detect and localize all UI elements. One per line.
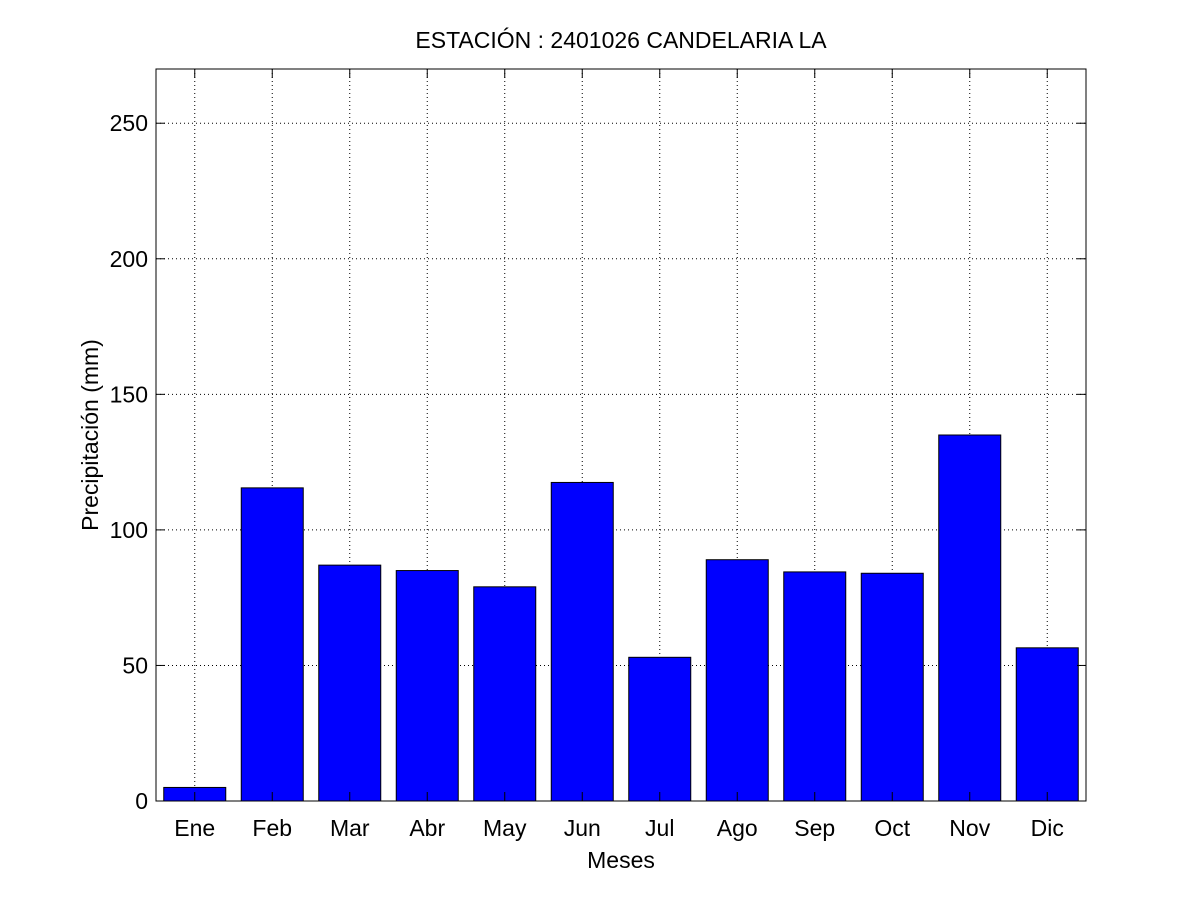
x-tick-label: Mar — [330, 815, 370, 841]
y-tick-label: 150 — [110, 381, 148, 407]
bar-oct — [860, 572, 924, 802]
x-tick-labels: Ene Feb Mar Abr May Jun Jul Ago Sep Oct Nov Dic — [174, 815, 1064, 841]
bar-dic — [1015, 647, 1079, 802]
y-tick-label: 50 — [122, 652, 148, 678]
y-tick-label: 250 — [110, 110, 148, 136]
y-tick-label: 200 — [110, 246, 148, 272]
plot-frame — [155, 68, 1087, 802]
x-tick-label: May — [483, 815, 527, 841]
x-axis-label: Meses — [587, 847, 655, 873]
x-tick-label: Feb — [252, 815, 292, 841]
y-tick-label: 100 — [110, 517, 148, 543]
y-axis-label: Precipitación (mm) — [77, 339, 103, 531]
bar-ago — [705, 559, 769, 802]
y-tick-label: 0 — [135, 788, 148, 814]
bar-may — [473, 586, 537, 802]
y-tick-labels: 0 50 100 150 200 250 — [110, 110, 148, 814]
bar-nov — [938, 434, 1002, 802]
x-tick-label: Jun — [564, 815, 601, 841]
x-tick-label: Ene — [174, 815, 215, 841]
grid-lines — [156, 69, 1086, 801]
bar-sep — [783, 571, 847, 802]
bar-abr — [395, 570, 459, 802]
bar-jul — [628, 656, 692, 802]
chart-title: ESTACIÓN : 2401026 CANDELARIA LA — [415, 27, 827, 53]
axis-ticks — [156, 69, 1086, 802]
x-tick-label: Nov — [949, 815, 990, 841]
x-tick-label: Ago — [717, 815, 758, 841]
x-tick-label: Oct — [874, 815, 910, 841]
bar-mar — [318, 564, 382, 802]
x-tick-label: Dic — [1031, 815, 1064, 841]
bar-feb — [240, 487, 304, 802]
x-tick-label: Sep — [794, 815, 835, 841]
bar-jun — [550, 481, 614, 802]
x-tick-label: Jul — [645, 815, 674, 841]
bars — [163, 434, 1079, 802]
x-tick-label: Abr — [409, 815, 445, 841]
